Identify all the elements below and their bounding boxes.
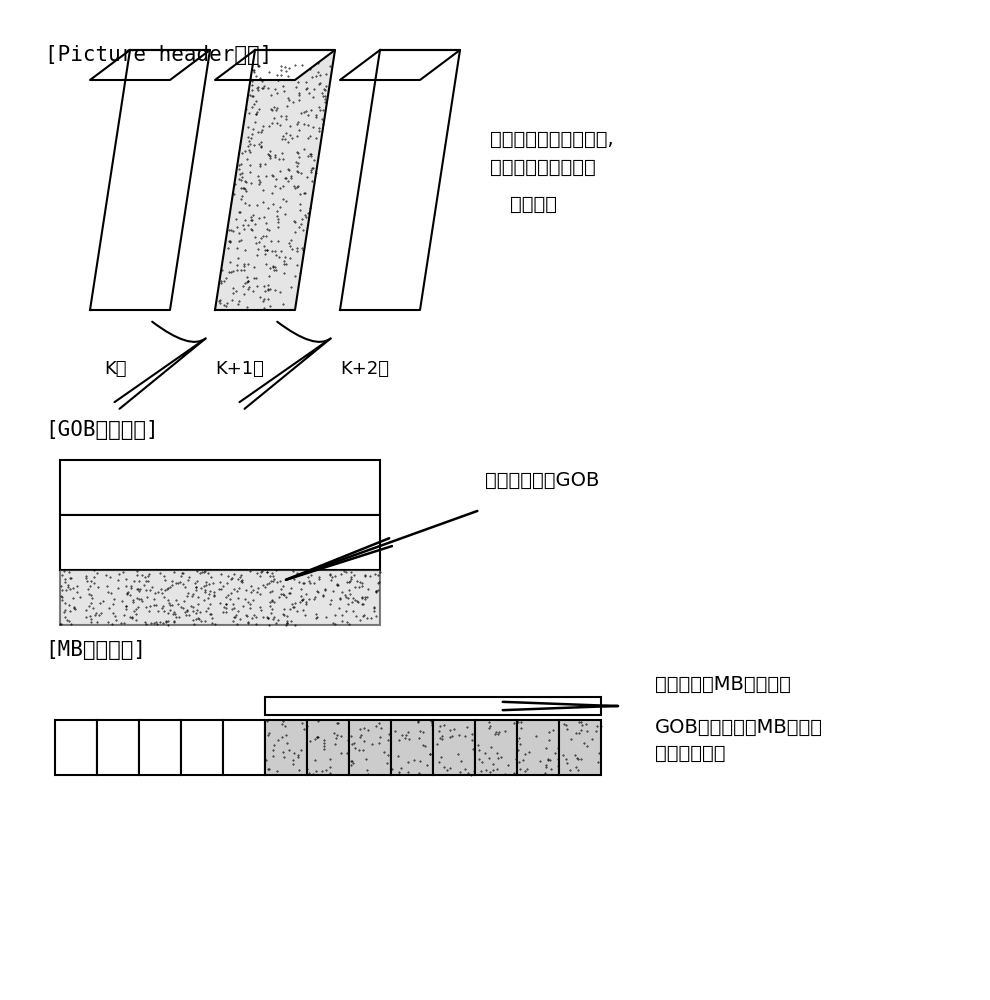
- Bar: [139, 720, 181, 775]
- Bar: [349, 720, 391, 775]
- Text: 不能进行解码: 不能进行解码: [655, 744, 726, 763]
- Bar: [265, 720, 307, 775]
- Text: 没有解码一行GOB: 没有解码一行GOB: [485, 471, 599, 490]
- Bar: [55, 720, 97, 775]
- Bar: [223, 720, 265, 775]
- Text: [MB标题错误]: [MB标题错误]: [45, 640, 146, 660]
- Polygon shape: [215, 50, 335, 310]
- Bar: [181, 720, 223, 775]
- Text: K+2帧: K+2帧: [341, 360, 389, 378]
- Polygon shape: [90, 50, 210, 80]
- Polygon shape: [340, 50, 460, 310]
- Bar: [307, 720, 349, 775]
- Bar: [517, 720, 559, 775]
- Bar: [97, 720, 139, 775]
- Bar: [559, 720, 601, 775]
- Text: K帧: K帧: [104, 360, 127, 378]
- Bar: [60, 515, 380, 570]
- Text: 会影响到参照该帧的: 会影响到参照该帧的: [490, 158, 596, 177]
- Bar: [60, 570, 380, 625]
- Bar: [60, 460, 380, 515]
- Text: [GOB标题错误]: [GOB标题错误]: [45, 420, 158, 440]
- Polygon shape: [90, 50, 210, 310]
- Text: 没有解码整个一张图像,: 没有解码整个一张图像,: [490, 130, 614, 149]
- Polygon shape: [215, 50, 335, 80]
- Text: K+1帧: K+1帧: [216, 360, 264, 378]
- Bar: [391, 720, 433, 775]
- Polygon shape: [340, 50, 460, 80]
- Bar: [265, 697, 601, 715]
- Text: 下一个帧: 下一个帧: [510, 195, 557, 214]
- Bar: [475, 720, 517, 775]
- Text: [Picture header错误]: [Picture header错误]: [45, 45, 272, 65]
- Bar: [433, 720, 475, 775]
- Text: GOB的最后一个MB位置，: GOB的最后一个MB位置，: [655, 718, 823, 737]
- Text: 出现错误的MB开始，到: 出现错误的MB开始，到: [655, 675, 791, 694]
